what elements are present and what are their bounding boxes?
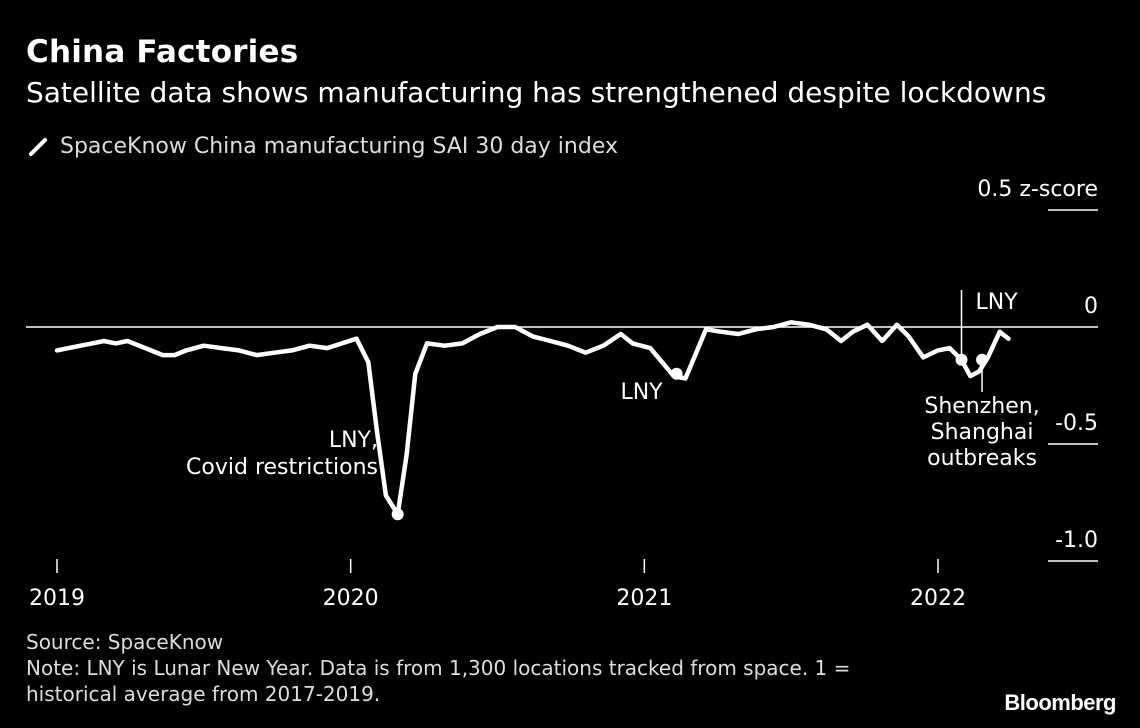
annotation-marker (391, 508, 404, 521)
y-tick-label: -1.0 (1055, 528, 1098, 553)
annotation-label: Shenzhen, (924, 394, 1039, 419)
annotation-marker (670, 367, 683, 380)
note-text: Note: LNY is Lunar New Year. Data is fro… (26, 656, 851, 706)
y-tick-label: -0.5 (1055, 411, 1098, 436)
footer: Source: SpaceKnow Note: LNY is Lunar New… (26, 629, 926, 707)
y-tick-label: 0.5 z-score (977, 177, 1098, 202)
source-text: Source: SpaceKnow (26, 630, 224, 654)
legend-label: SpaceKnow China manufacturing SAI 30 day… (60, 134, 618, 159)
annotations: LNY,Covid restrictions LNY LNY Shenzhen,Sha… (186, 290, 1040, 521)
x-tick-label: 2020 (323, 586, 379, 611)
annotation-label: LNY (620, 380, 663, 405)
annotation-marker (955, 353, 968, 366)
y-tick-label: 0 (1084, 294, 1098, 319)
annotation-label: Shanghai (931, 420, 1034, 445)
chart-subtitle: Satellite data shows manufacturing has s… (26, 76, 1047, 109)
bloomberg-logo: Bloomberg (1004, 690, 1116, 715)
annotation-label: LNY (975, 290, 1018, 315)
x-tick-label: 2021 (616, 586, 672, 611)
series-line (54, 320, 1011, 517)
legend: SpaceKnow China manufacturing SAI 30 day… (26, 134, 618, 159)
annotation-label: LNY, (329, 428, 378, 453)
chart-title: China Factories (26, 34, 299, 70)
x-axis: 2019 2020 2021 2022 (29, 559, 966, 611)
annotation-marker (976, 353, 989, 366)
x-tick-label: 2019 (29, 586, 85, 611)
y-gridlines: 0.5 z-score 0 -0.5 -1.0 (26, 177, 1098, 562)
annotation-label: Covid restrictions (186, 455, 378, 480)
x-tick-label: 2022 (910, 586, 966, 611)
annotation-label: outbreaks (927, 446, 1037, 471)
